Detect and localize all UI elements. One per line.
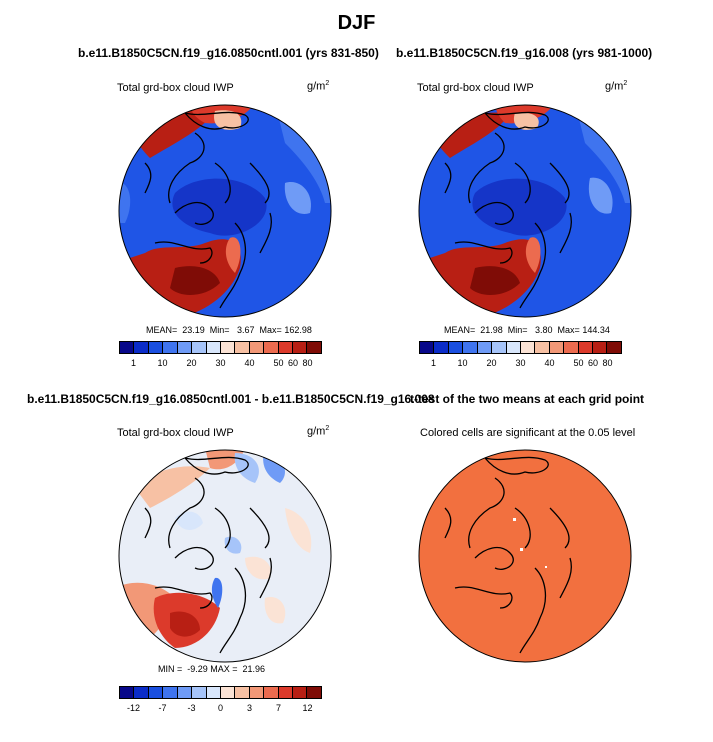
colorbar-experiment-swatch (549, 342, 565, 353)
colorbar-difference-swatch (163, 687, 178, 698)
colorbar-control-tick-label: 80 (302, 358, 313, 368)
colorbar-difference-tick-label: -7 (158, 703, 167, 713)
colorbar-difference (119, 686, 322, 699)
colorbar-difference-swatch (120, 687, 135, 698)
panel-tr-variable-label: Total grd-box cloud IWP (417, 82, 534, 94)
colorbar-experiment-swatch (593, 342, 608, 353)
colorbar-experiment-swatch (535, 342, 550, 353)
colorbar-difference-swatch (249, 687, 265, 698)
colorbar-experiment-swatch (564, 342, 579, 353)
colorbar-experiment-tick-label: 40 (544, 358, 555, 368)
colorbar-difference-swatch (192, 687, 207, 698)
colorbar-control-tick-label: 60 (287, 358, 299, 368)
colorbar-difference-tick-label: -12 (126, 703, 141, 713)
colorbar-difference-swatch (307, 687, 321, 698)
colorbar-control-swatch (120, 342, 135, 353)
colorbar-difference-swatch (220, 687, 236, 698)
colorbar-control-swatch (148, 342, 164, 353)
colorbar-difference-swatch (235, 687, 250, 698)
panel-tr-stats: MEAN= 21.98 Min= 3.80 Max= 144.34 (444, 325, 610, 335)
map-difference-iwp (118, 449, 332, 663)
panel-bl-unit: g/m2 (307, 425, 330, 438)
panel-br-significance-label: Colored cells are significant at the 0.0… (420, 427, 636, 439)
colorbar-experiment-ticks: 1 10 20 30 40 50 60 80 (419, 356, 622, 368)
panel-bl-variable-label: Total grd-box cloud IWP (117, 427, 234, 439)
colorbar-control-swatch (177, 342, 193, 353)
colorbar-control-swatch (163, 342, 178, 353)
colorbar-difference-tick-label: 0 (217, 703, 224, 713)
colorbar-experiment-swatch (506, 342, 521, 353)
colorbar-experiment-tick-label: 20 (486, 358, 497, 368)
colorbar-experiment-swatch (492, 342, 507, 353)
colorbar-control-ticks: 1 10 20 30 40 50 60 80 (119, 356, 322, 368)
colorbar-experiment-swatch (520, 342, 536, 353)
panel-tl-title: b.e11.B1850C5CN.f19_g16.0850cntl.001 (yr… (78, 46, 379, 60)
colorbar-control-swatch (235, 342, 250, 353)
colorbar-experiment-tick-label: 50 (573, 358, 584, 368)
colorbar-control-swatch (220, 342, 236, 353)
colorbar-experiment-tick-label: 1 (430, 358, 437, 368)
panel-tl-unit: g/m2 (307, 80, 330, 93)
colorbar-control-tick-label: 40 (244, 358, 255, 368)
panel-tl-variable-label: Total grd-box cloud IWP (117, 82, 234, 94)
colorbar-experiment-tick-label: 30 (515, 358, 526, 368)
colorbar-experiment-swatch (448, 342, 464, 353)
colorbar-experiment-tick-label: 80 (602, 358, 613, 368)
colorbar-control-swatch (278, 342, 294, 353)
colorbar-difference-swatch (278, 687, 294, 698)
colorbar-control-swatch (307, 342, 321, 353)
colorbar-control-tick-label: 20 (186, 358, 197, 368)
panel-tl-stats: MEAN= 23.19 Min= 3.67 Max= 162.98 (146, 325, 312, 335)
colorbar-difference-swatch (264, 687, 279, 698)
colorbar-control-swatch (134, 342, 149, 353)
panel-bl-stats: MIN = -9.29 MAX = 21.96 (158, 664, 266, 674)
colorbar-difference-tick-label: 12 (302, 703, 313, 713)
colorbar-control-swatch (264, 342, 279, 353)
map-experiment-iwp (418, 104, 632, 318)
figure-title: DJF (337, 12, 376, 34)
colorbar-control-swatch (192, 342, 207, 353)
colorbar-difference-swatch (206, 687, 221, 698)
colorbar-difference-tick-label: 3 (246, 703, 253, 713)
colorbar-experiment (419, 341, 622, 354)
colorbar-control-tick-label: 10 (157, 358, 168, 368)
colorbar-control-tick-label: 30 (215, 358, 226, 368)
panel-tr-unit: g/m2 (605, 80, 628, 93)
colorbar-experiment-swatch (463, 342, 478, 353)
colorbar-difference-tick-label: 7 (275, 703, 282, 713)
colorbar-control-tick-label: 1 (130, 358, 137, 368)
panel-tr-title: b.e11.B1850C5CN.f19_g16.008 (yrs 981-100… (396, 46, 653, 60)
colorbar-experiment-swatch (607, 342, 621, 353)
panel-bl-title: b.e11.B1850C5CN.f19_g16.0850cntl.001 - b… (27, 392, 435, 406)
map-ttest-significance (418, 449, 632, 663)
colorbar-difference-swatch (148, 687, 164, 698)
colorbar-experiment-tick-label: 10 (457, 358, 468, 368)
colorbar-control-swatch (293, 342, 308, 353)
colorbar-experiment-tick-label: 60 (587, 358, 599, 368)
colorbar-experiment-swatch (477, 342, 493, 353)
colorbar-difference-tick-label: -3 (187, 703, 196, 713)
colorbar-control-swatch (206, 342, 221, 353)
colorbar-control (119, 341, 322, 354)
colorbar-difference-swatch (293, 687, 308, 698)
colorbar-control-swatch (249, 342, 265, 353)
panel-br-title: t-test of the two means at each grid poi… (410, 392, 645, 406)
colorbar-difference-swatch (134, 687, 149, 698)
colorbar-experiment-swatch (434, 342, 449, 353)
colorbar-difference-swatch (177, 687, 193, 698)
colorbar-experiment-swatch (420, 342, 435, 353)
map-control-iwp (118, 104, 332, 318)
colorbar-experiment-swatch (578, 342, 594, 353)
colorbar-difference-ticks: -12 -7 -3 0 3 7 12 (119, 701, 322, 713)
colorbar-control-tick-label: 50 (273, 358, 284, 368)
